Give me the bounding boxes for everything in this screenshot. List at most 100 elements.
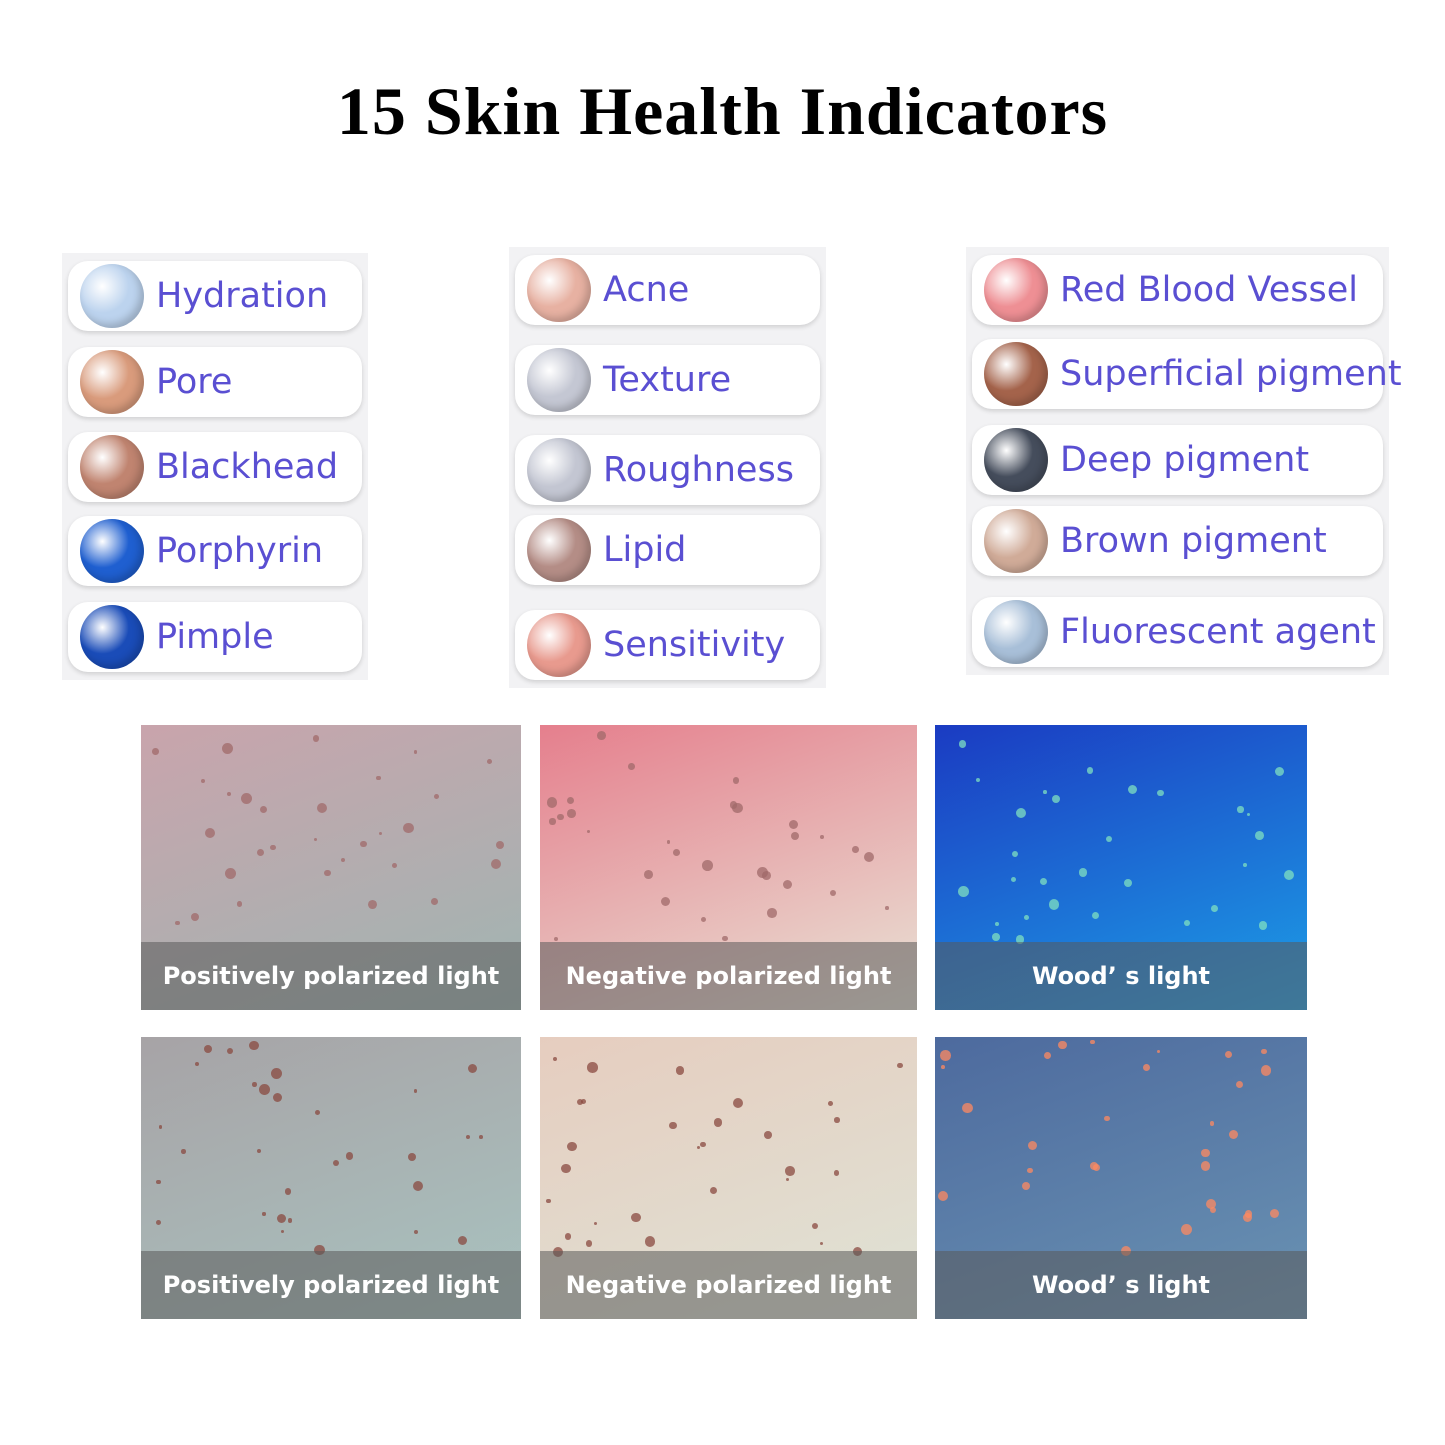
skin-spot xyxy=(962,1103,972,1113)
skin-spot xyxy=(1028,1141,1037,1150)
skin-spot xyxy=(667,840,671,844)
indicator-pill: Lipid xyxy=(515,515,820,585)
skin-spot xyxy=(992,933,1000,941)
skin-spot xyxy=(1210,1121,1215,1126)
skin-photo: Wood’ s light xyxy=(935,1037,1307,1319)
skin-spot xyxy=(594,1222,597,1225)
skin-spot xyxy=(1043,790,1047,794)
skin-spot xyxy=(1270,1209,1279,1218)
skin-spot xyxy=(368,900,377,909)
indicator-icon xyxy=(984,342,1048,406)
skin-spot xyxy=(820,835,824,839)
skin-spot xyxy=(1124,879,1132,887)
indicator-pill: Acne xyxy=(515,255,820,325)
skin-spot xyxy=(1201,1149,1209,1157)
skin-spot xyxy=(479,1135,483,1139)
skin-spot xyxy=(1128,785,1137,794)
skin-spot xyxy=(1087,767,1093,773)
photo-caption: Wood’ s light xyxy=(935,1251,1307,1319)
skin-spot xyxy=(714,1118,723,1127)
indicator-label: Sensitivity xyxy=(603,625,785,665)
skin-spot xyxy=(249,1041,259,1051)
skin-spot xyxy=(733,1098,743,1108)
skin-spot xyxy=(205,828,215,838)
indicator-pill: Brown pigment xyxy=(972,506,1383,576)
skin-spot xyxy=(820,1242,823,1245)
skin-spot xyxy=(159,1125,163,1129)
skin-spot xyxy=(767,908,776,917)
skin-spot xyxy=(195,1062,199,1066)
skin-spot xyxy=(995,922,999,926)
skin-spot xyxy=(828,1101,833,1106)
skin-spot xyxy=(1236,1081,1243,1088)
indicator-pill: Superficial pigment xyxy=(972,339,1383,409)
skin-spot xyxy=(830,890,836,896)
skin-photo: Negative polarized light xyxy=(540,725,917,1010)
skin-spot xyxy=(259,1084,270,1095)
indicator-label: Deep pigment xyxy=(1060,440,1309,480)
skin-spot xyxy=(789,820,798,829)
skin-spot xyxy=(252,1082,256,1086)
skin-spot xyxy=(1261,1065,1271,1075)
skin-spot xyxy=(317,803,327,813)
skin-spot xyxy=(466,1135,470,1139)
skin-spot xyxy=(700,1142,706,1148)
skin-spot xyxy=(1022,1182,1030,1190)
skin-spot xyxy=(547,797,558,808)
indicator-icon xyxy=(80,519,144,583)
indicator-icon xyxy=(80,264,144,328)
skin-spot xyxy=(1284,870,1294,880)
skin-spot xyxy=(1275,767,1284,776)
skin-spot xyxy=(554,937,558,941)
skin-spot xyxy=(1261,1049,1267,1055)
skin-spot xyxy=(414,750,417,753)
skin-spot xyxy=(1225,1051,1232,1058)
skin-spot xyxy=(156,1220,161,1225)
indicator-pill: Texture xyxy=(515,345,820,415)
indicator-icon xyxy=(984,258,1048,322)
skin-spot xyxy=(661,897,670,906)
indicator-pill: Blackhead xyxy=(68,432,362,502)
skin-spot xyxy=(546,1199,551,1204)
skin-spot xyxy=(1044,1052,1051,1059)
skin-spot xyxy=(1201,1161,1211,1171)
skin-spot xyxy=(257,1149,261,1153)
skin-spot xyxy=(587,830,590,833)
skin-spot xyxy=(1211,905,1218,912)
skin-spot xyxy=(1052,795,1060,803)
skin-spot xyxy=(644,870,653,879)
skin-spot xyxy=(1106,836,1112,842)
skin-spot xyxy=(1058,1041,1067,1050)
skin-spot xyxy=(1229,1130,1238,1139)
skin-spot xyxy=(227,792,231,796)
skin-spot xyxy=(333,1160,339,1166)
skin-spot xyxy=(273,1093,283,1103)
skin-spot xyxy=(191,913,199,921)
skin-spot xyxy=(1184,920,1190,926)
skin-spot xyxy=(271,1068,282,1079)
skin-spot xyxy=(897,1063,903,1069)
skin-spot xyxy=(201,779,205,783)
indicator-icon xyxy=(984,509,1048,573)
skin-spot xyxy=(285,1188,291,1194)
skin-spot xyxy=(434,794,439,799)
skin-spot xyxy=(1027,1168,1033,1174)
skin-spot xyxy=(487,759,492,764)
skin-spot xyxy=(673,849,680,856)
skin-spot xyxy=(414,1089,418,1093)
skin-spot xyxy=(567,797,575,805)
skin-spot xyxy=(468,1064,477,1073)
skin-spot xyxy=(701,917,706,922)
skin-spot xyxy=(408,1153,416,1161)
skin-spot xyxy=(270,845,276,851)
photo-caption: Negative polarized light xyxy=(540,942,917,1010)
skin-spot xyxy=(1012,851,1018,857)
skin-spot xyxy=(785,1166,794,1175)
indicator-icon xyxy=(527,518,591,582)
indicator-label: Roughness xyxy=(603,450,794,490)
skin-spot xyxy=(1040,878,1047,885)
indicator-label: Texture xyxy=(603,360,731,400)
skin-spot xyxy=(938,1191,948,1201)
skin-spot xyxy=(628,763,635,770)
indicator-pill: Deep pigment xyxy=(972,425,1383,495)
